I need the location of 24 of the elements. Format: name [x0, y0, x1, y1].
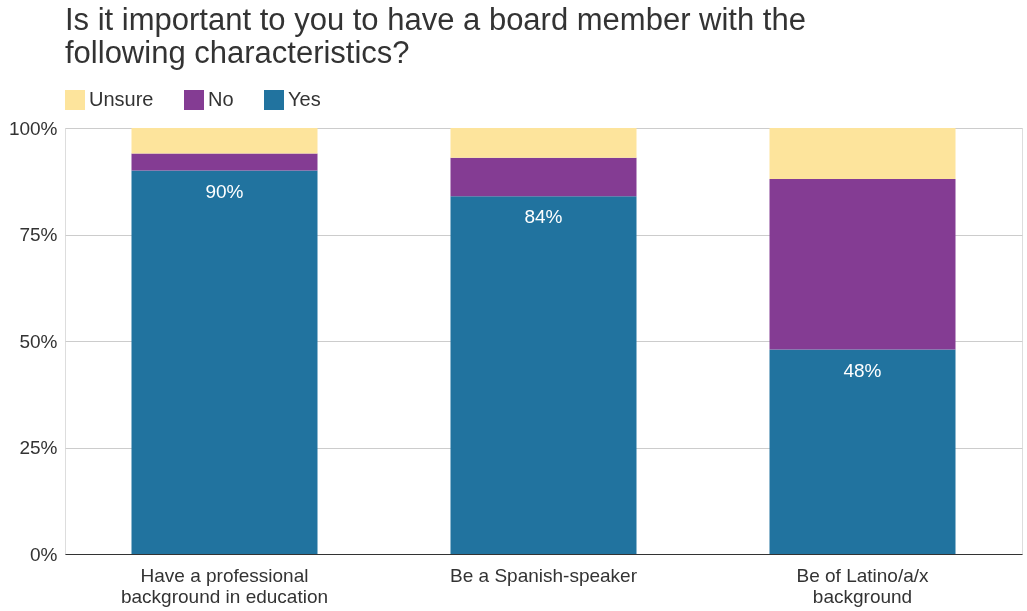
data-label: 84% — [524, 206, 563, 228]
y-tick-label: 50% — [19, 330, 58, 352]
bar — [769, 128, 956, 180]
bar — [450, 196, 637, 554]
chart-title: Is it important to you to have a board member with the following characteristics? — [65, 2, 806, 70]
y-tick-label: 25% — [19, 437, 58, 458]
data-label: 48% — [843, 359, 882, 381]
y-tick-label: 0% — [30, 543, 58, 565]
legend-label: Yes — [288, 88, 321, 110]
legend-label: No — [208, 88, 234, 110]
x-tick-label: Have a professional background in education — [120, 564, 329, 607]
bar — [769, 349, 956, 554]
legend-label: Unsure — [89, 88, 154, 110]
bar — [769, 179, 956, 350]
x-tick-label: Be a Spanish-speaker — [450, 564, 638, 586]
y-tick-label: 100% — [8, 117, 58, 139]
bar — [131, 128, 318, 154]
bar — [131, 170, 318, 554]
data-label: 90% — [205, 180, 244, 202]
bar — [450, 128, 637, 158]
bar — [450, 157, 637, 197]
y-tick-label: 75% — [19, 224, 58, 245]
x-tick-label: Be of Latino/a/x background — [796, 564, 930, 607]
bar — [131, 153, 318, 171]
